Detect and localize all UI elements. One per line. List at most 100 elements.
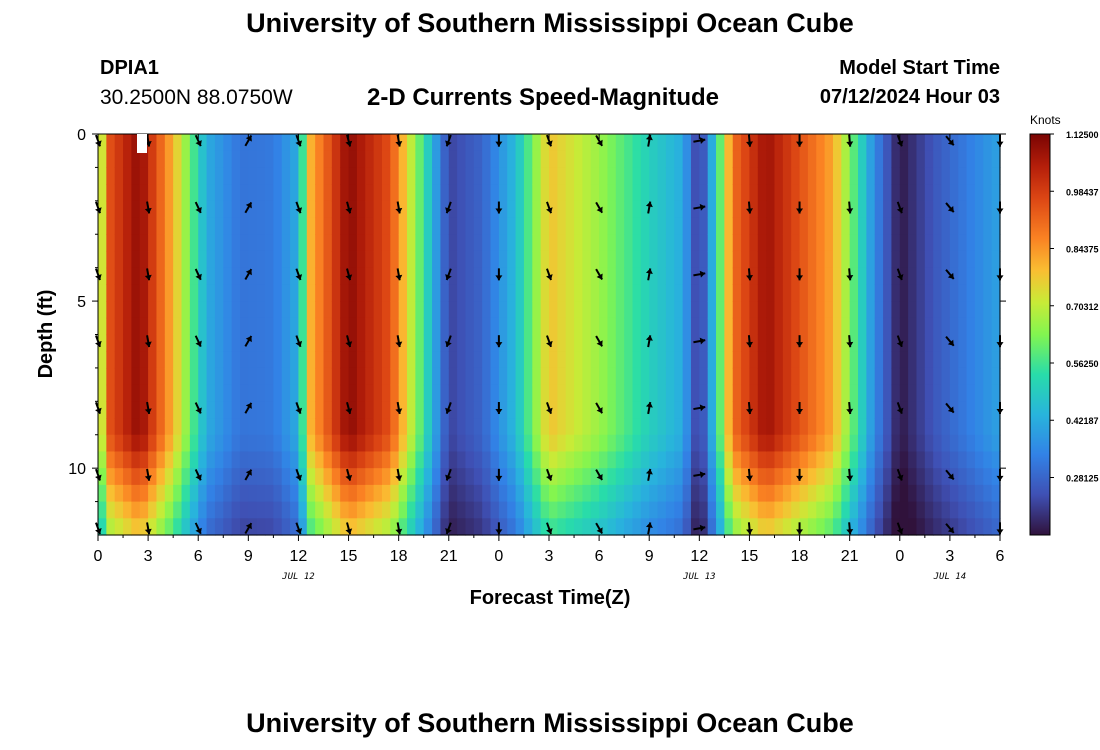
heatmap-cell (265, 484, 274, 503)
heatmap-cell (173, 367, 183, 386)
heatmap-cell (741, 518, 751, 536)
heatmap-cell (724, 200, 734, 219)
heatmap-cell (841, 200, 851, 219)
heatmap-cell (807, 200, 817, 219)
heatmap-cell (281, 351, 291, 369)
heatmap-cell (549, 301, 558, 319)
heatmap-cell (557, 418, 567, 436)
heatmap-cell (490, 134, 500, 152)
heatmap-cell (707, 217, 717, 235)
heatmap-cell (916, 301, 926, 319)
heatmap-cell (966, 267, 976, 285)
heatmap-cell (807, 267, 817, 285)
heatmap-cell (432, 317, 442, 336)
heatmap-cell (515, 200, 525, 219)
heatmap-cell (741, 501, 751, 519)
heatmap-cell (991, 518, 1001, 536)
heatmap-cell (507, 317, 517, 336)
current-arrow (395, 335, 403, 348)
heatmap-cell (582, 484, 592, 503)
heatmap-cell (933, 451, 943, 469)
heatmap-cell (381, 301, 391, 319)
heatmap-cell (198, 317, 208, 336)
heatmap-cell (98, 484, 107, 503)
heatmap-cell (757, 317, 767, 336)
heatmap-cell (958, 150, 968, 169)
heatmap-cell (323, 367, 333, 386)
heatmap-cell (407, 401, 416, 419)
heatmap-cell (365, 384, 375, 402)
heatmap-cell (933, 501, 943, 519)
x-tick-label: 0 (895, 548, 904, 565)
heatmap-cell (732, 217, 742, 235)
heatmap-cell (757, 351, 767, 369)
heatmap-cell (557, 284, 567, 302)
heatmap-cell (523, 334, 533, 352)
heatmap-cell (498, 451, 508, 469)
heatmap-cell (699, 234, 709, 252)
heatmap-cell (824, 250, 834, 269)
heatmap-cell (749, 301, 759, 319)
heatmap-cell (473, 167, 483, 185)
heatmap-cell (164, 184, 174, 202)
heatmap-cell (290, 150, 300, 169)
heatmap-cell (123, 451, 133, 469)
heatmap-cell (348, 468, 358, 486)
heatmap-cell (298, 167, 308, 185)
heatmap-cell (799, 167, 809, 185)
heatmap-cell (340, 167, 350, 185)
current-arrow (194, 134, 202, 147)
heatmap-cell (983, 384, 993, 402)
heatmap-cell (883, 367, 893, 386)
heatmap-cell (624, 184, 634, 202)
heatmap-cell (315, 468, 325, 486)
heatmap-cell (348, 167, 358, 185)
heatmap-cell (423, 250, 433, 269)
heatmap-cell (348, 434, 358, 453)
heatmap-cell (690, 284, 700, 302)
heatmap-cell (749, 134, 759, 152)
heatmap-cell (741, 267, 751, 285)
heatmap-cell (866, 200, 876, 219)
heatmap-cell (716, 184, 725, 202)
heatmap-cell (323, 267, 333, 285)
heatmap-cell (590, 367, 600, 386)
heatmap-cell (340, 484, 350, 503)
heatmap-cell (465, 150, 475, 169)
heatmap-cell (223, 384, 233, 402)
heatmap-cell (432, 184, 442, 202)
heatmap-cell (699, 418, 709, 436)
heatmap-cell (649, 351, 659, 369)
heatmap-cell (724, 284, 734, 302)
heatmap-cell (231, 367, 241, 386)
heatmap-cell (674, 267, 684, 285)
heatmap-cell (858, 334, 867, 352)
heatmap-cell (874, 217, 884, 235)
heatmap-cell (941, 150, 951, 169)
heatmap-cell (490, 200, 500, 219)
heatmap-cell (156, 451, 166, 469)
heatmap-cell (189, 518, 199, 536)
current-arrow (546, 522, 553, 535)
heatmap-cell (273, 250, 283, 269)
heatmap-cell (732, 351, 742, 369)
heatmap-cell (949, 367, 959, 386)
current-arrow (445, 468, 452, 481)
heatmap-cell (891, 167, 901, 185)
heatmap-cell (214, 484, 224, 503)
heatmap-cell (473, 150, 483, 169)
heatmap-cell (849, 384, 859, 402)
heatmap-cell (423, 484, 433, 503)
heatmap-cell (899, 334, 909, 352)
heatmap-cell (273, 434, 283, 453)
current-arrow (746, 268, 754, 281)
heatmap-cell (131, 451, 141, 469)
heatmap-cell (749, 284, 759, 302)
heatmap-cell (690, 451, 700, 469)
heatmap-cell (682, 484, 692, 503)
heatmap-cell (916, 267, 926, 285)
heatmap-cell (682, 301, 692, 319)
heatmap-cell (665, 384, 675, 402)
heatmap-cell (899, 434, 909, 453)
heatmap-cell (373, 317, 383, 336)
